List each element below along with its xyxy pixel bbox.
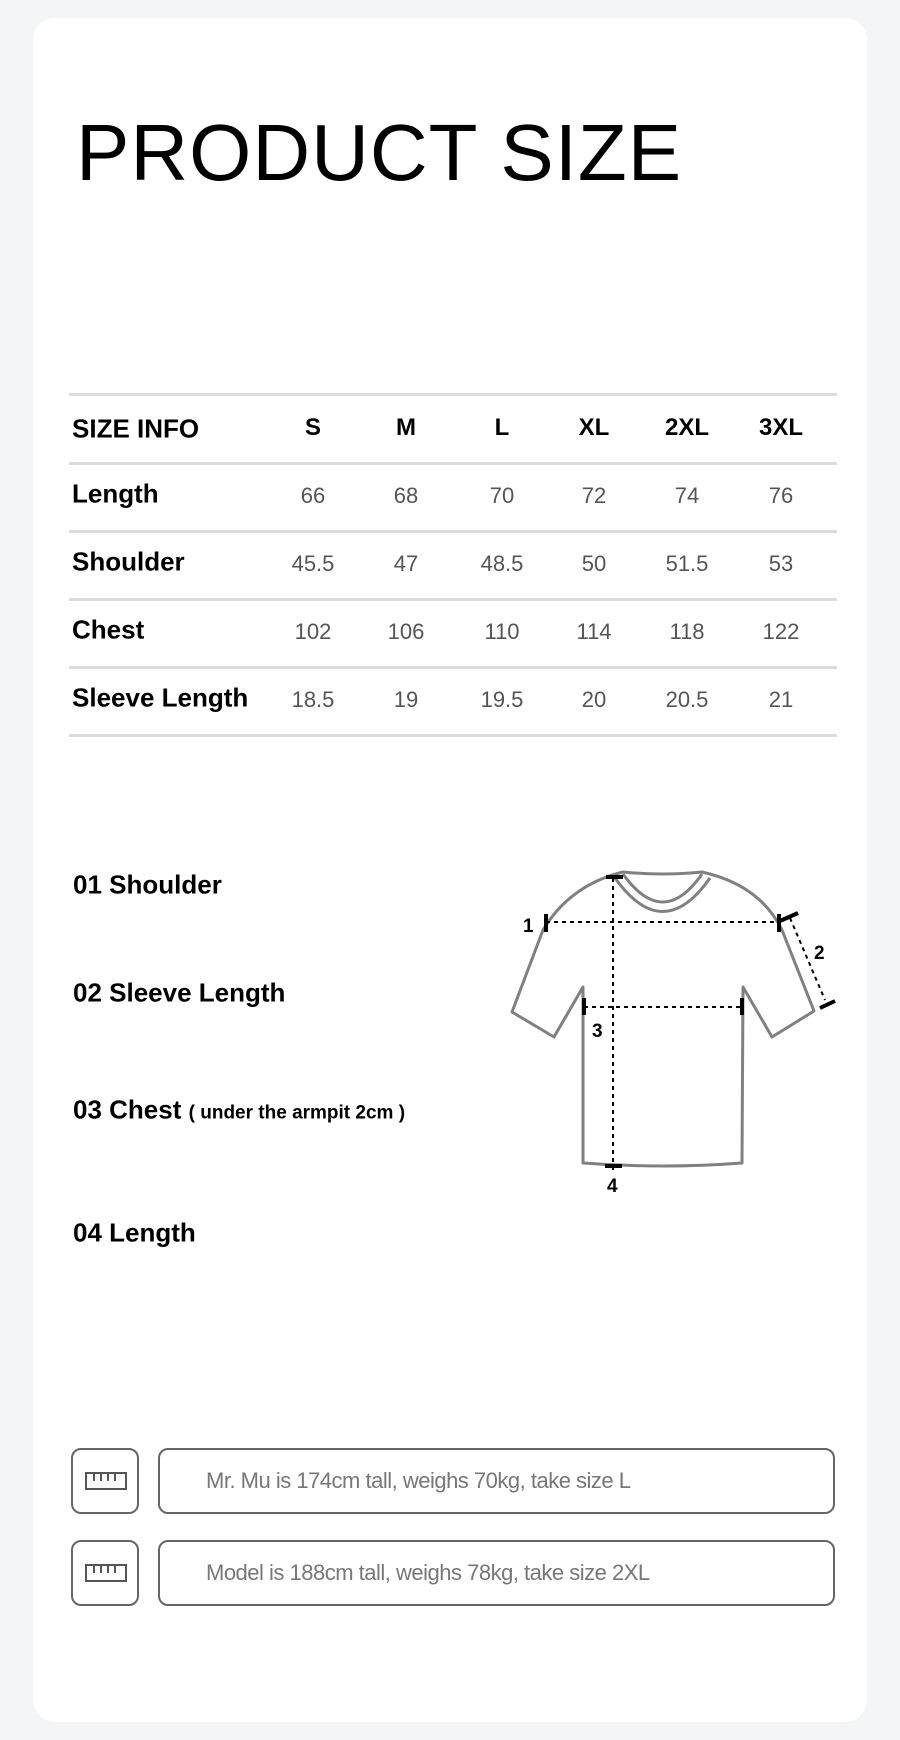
row-label: Chest [72, 614, 145, 645]
t-shirt-diagram-icon: 1 2 3 4 [510, 870, 836, 1197]
model-info-text: Model is 188cm tall, weighs 78kg, take s… [206, 1560, 650, 1585]
ruler-icon [71, 1448, 139, 1514]
legend-item: 02 Sleeve Length [73, 978, 285, 1009]
model-info-box: Mr. Mu is 174cm tall, weighs 70kg, take … [158, 1448, 835, 1514]
table-cell: 118 [669, 619, 705, 644]
table-cell: 21 [768, 687, 794, 712]
table-cell: 20.5 [665, 687, 709, 712]
ruler-icon [71, 1540, 139, 1606]
table-cell: 18.5 [291, 687, 335, 712]
marker-2: 2 [814, 943, 825, 964]
legend-label: 04 Length [73, 1217, 196, 1248]
table-cell: 76 [768, 483, 794, 508]
divider [69, 393, 837, 396]
table-cell: 47 [393, 551, 419, 576]
legend-label: 01 Shoulder [73, 869, 222, 900]
size-card [33, 18, 867, 1722]
header-size: 2XL [664, 414, 710, 441]
header-size: S [304, 414, 322, 441]
table-cell: 114 [576, 619, 612, 644]
legend-item: 03 Chest ( under the armpit 2cm ) [73, 1095, 405, 1126]
header-size: 3XL [758, 414, 804, 441]
table-cell: 68 [393, 483, 419, 508]
legend-label: 03 Chest [73, 1094, 182, 1125]
divider [69, 734, 837, 737]
table-cell: 74 [674, 483, 700, 508]
table-cell: 45.5 [291, 551, 335, 576]
table-cell: 53 [768, 551, 794, 576]
table-cell: 20 [581, 687, 607, 712]
table-cell: 106 [387, 619, 425, 644]
table-cell: 19 [393, 687, 419, 712]
divider [69, 598, 837, 601]
divider [69, 462, 837, 465]
legend-note: ( under the armpit 2cm ) [188, 1102, 406, 1124]
table-cell: 70 [489, 483, 515, 508]
marker-3: 3 [592, 1021, 603, 1042]
marker-1: 1 [523, 916, 534, 937]
legend-item: 04 Length [73, 1218, 196, 1249]
table-cell: 110 [484, 619, 520, 644]
table-cell: 122 [762, 619, 800, 644]
table-cell: 51.5 [665, 551, 709, 576]
model-info-text: Mr. Mu is 174cm tall, weighs 70kg, take … [206, 1468, 631, 1493]
divider [69, 666, 837, 669]
header-size: XL [578, 414, 610, 441]
marker-4: 4 [607, 1176, 618, 1197]
model-info-box: Model is 188cm tall, weighs 78kg, take s… [158, 1540, 835, 1606]
legend-item: 01 Shoulder [73, 870, 222, 901]
table-cell: 72 [581, 483, 607, 508]
header-size-info: SIZE INFO [72, 413, 200, 444]
row-label: Length [72, 478, 159, 509]
legend-label: 02 Sleeve Length [73, 977, 286, 1008]
divider [69, 530, 837, 533]
table-cell: 66 [300, 483, 326, 508]
table-cell: 102 [294, 619, 332, 644]
table-cell: 48.5 [480, 551, 524, 576]
row-label: Shoulder [72, 546, 185, 577]
header-size: M [396, 414, 416, 441]
table-cell: 19.5 [480, 687, 524, 712]
page-title: PRODUCT SIZE [76, 108, 683, 197]
header-size: L [494, 414, 510, 441]
row-label: Sleeve Length [72, 682, 249, 713]
table-cell: 50 [581, 551, 607, 576]
